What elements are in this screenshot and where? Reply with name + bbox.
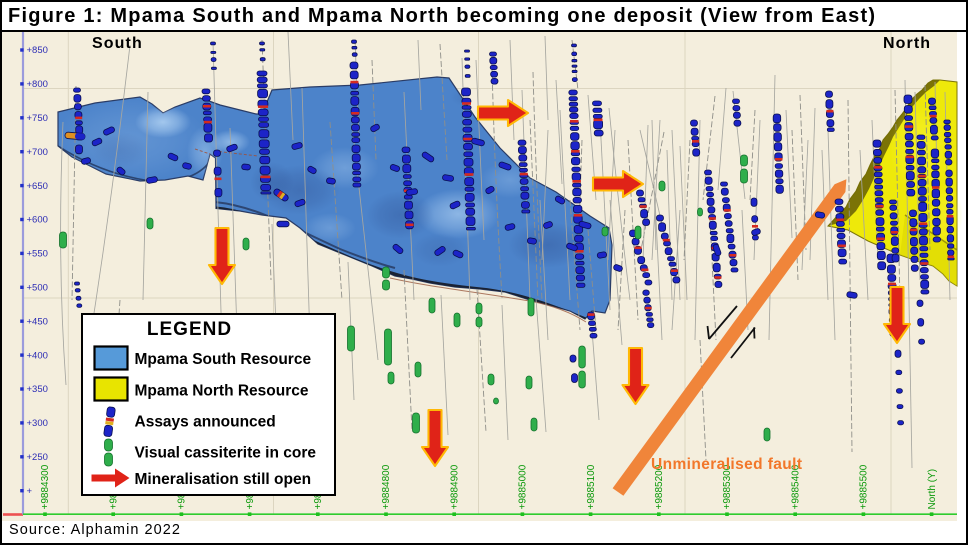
svg-text:+9885500: +9885500 (859, 464, 870, 509)
svg-text:+850: +850 (27, 45, 48, 56)
svg-text:+9885200: +9885200 (654, 464, 665, 509)
svg-text:Mineralisation still open: Mineralisation still open (135, 471, 312, 488)
svg-text:+250: +250 (27, 452, 48, 463)
svg-text:+450: +450 (27, 316, 48, 327)
svg-text:+9884900: +9884900 (449, 464, 460, 509)
svg-text:+9884800: +9884800 (381, 464, 392, 509)
svg-text:+800: +800 (27, 79, 48, 90)
svg-text:North (Y): North (Y) (927, 469, 938, 510)
svg-text:+9885000: +9885000 (518, 464, 529, 509)
svg-text:+9885300: +9885300 (722, 464, 733, 509)
svg-text:Mpama North Resource: Mpama North Resource (135, 383, 309, 400)
svg-text:+550: +550 (27, 249, 48, 260)
svg-text:+750: +750 (27, 113, 48, 124)
svg-text:+700: +700 (27, 147, 48, 158)
svg-text:+600: +600 (27, 215, 48, 226)
svg-text:Mpama South Resource: Mpama South Resource (135, 351, 312, 368)
svg-text:+9885400: +9885400 (790, 464, 801, 509)
svg-text:+9884300: +9884300 (40, 464, 51, 509)
svg-text:Assays announced: Assays announced (135, 414, 276, 431)
svg-text:+300: +300 (27, 418, 48, 429)
svg-text:+350: +350 (27, 384, 48, 395)
svg-text:+650: +650 (27, 181, 48, 192)
svg-text:Visual cassiterite in core: Visual cassiterite in core (135, 445, 317, 462)
svg-text:+9885100: +9885100 (586, 464, 597, 509)
svg-text:+500: +500 (27, 283, 48, 294)
svg-text:+: + (27, 486, 33, 497)
svg-text:+400: +400 (27, 350, 48, 361)
